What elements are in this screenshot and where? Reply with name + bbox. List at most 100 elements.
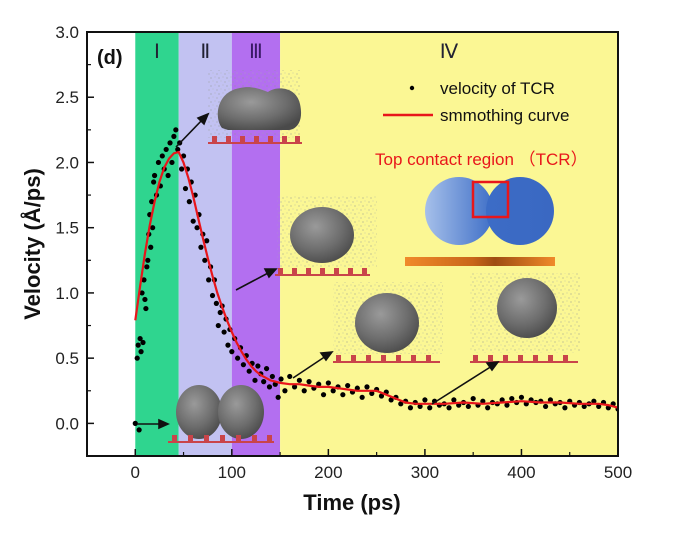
data-point [206, 277, 212, 283]
data-point [215, 322, 221, 329]
data-point [159, 153, 165, 159]
arrow-to-iv-a-inset [292, 355, 327, 379]
data-point [325, 380, 331, 386]
x-tick-label: 400 [507, 463, 535, 482]
data-point [136, 427, 142, 433]
data-point [186, 199, 192, 205]
data-point [132, 420, 138, 426]
data-point [499, 397, 505, 403]
data-point [291, 384, 298, 390]
data-point [194, 225, 200, 231]
smoothing-curve-line [134, 150, 618, 409]
data-point [359, 394, 365, 400]
data-point [221, 329, 227, 335]
data-point [562, 405, 568, 411]
arrow-to-region-iii-inset [235, 271, 271, 291]
inset-region-iv-a-image [333, 282, 443, 363]
data-point [190, 218, 196, 224]
data-point [137, 335, 143, 342]
data-point [422, 397, 428, 403]
data-point [138, 349, 144, 355]
x-tick-label: 100 [218, 463, 246, 482]
data-point [407, 405, 414, 411]
data-point [134, 355, 140, 361]
y-tick-label: 2.5 [55, 88, 79, 107]
data-point [509, 395, 515, 402]
data-point [296, 377, 302, 383]
x-axis-title: Time (ps) [303, 490, 400, 515]
data-point [470, 395, 476, 402]
data-point [278, 376, 284, 382]
y-tick-label: 1.0 [55, 284, 79, 303]
tcr-schematic [405, 177, 555, 266]
region-label-2: Ⅱ [200, 41, 210, 63]
data-point [591, 398, 597, 404]
left-sphere-shape [425, 177, 493, 245]
region-label-4: Ⅳ [440, 41, 459, 63]
data-point [171, 133, 177, 139]
data-point [547, 397, 554, 403]
y-tick-label: 0.0 [55, 414, 79, 433]
data-point [306, 379, 312, 385]
inset-peak-image [208, 70, 302, 144]
data-point [330, 388, 336, 394]
x-tick-label: 0 [131, 463, 140, 482]
data-point [169, 159, 175, 166]
y-tick-label: 3.0 [55, 23, 79, 42]
data-point [345, 382, 351, 389]
inset-region-iii-image [275, 195, 377, 276]
region-label-3: Ⅲ [249, 41, 263, 63]
data-point [204, 238, 210, 244]
inset-initial-image [168, 385, 274, 443]
data-point [182, 185, 189, 192]
arrow-to-iv-b-inset [431, 365, 493, 405]
arrow-head [263, 268, 278, 279]
data-point [140, 339, 146, 346]
data-point [148, 244, 154, 250]
data-point [378, 393, 385, 399]
region-band-1 [135, 32, 179, 456]
arrow-head [158, 418, 170, 430]
substrate-bar-shape [405, 257, 555, 266]
data-point [145, 257, 151, 263]
data-point [417, 403, 423, 410]
data-point [364, 384, 370, 390]
data-point [340, 392, 346, 398]
data-point [263, 365, 270, 372]
data-point [202, 257, 208, 263]
data-point [151, 179, 157, 185]
data-point [246, 368, 252, 374]
data-point [287, 373, 293, 380]
data-point [213, 300, 219, 306]
data-point [388, 397, 394, 403]
right-sphere-shape [486, 177, 554, 245]
annotation-arrows [137, 112, 500, 430]
data-point [369, 390, 375, 396]
data-point [427, 405, 433, 411]
data-point [173, 127, 179, 133]
data-point [141, 277, 147, 283]
data-point [165, 172, 171, 179]
data-point [596, 403, 602, 410]
legend-dot-marker [409, 85, 415, 91]
plot-frame [86, 31, 619, 457]
data-point [485, 405, 491, 411]
data-point [139, 290, 145, 296]
tcr-annotation: Top contact region （TCR） [375, 150, 588, 169]
legend-label-velocity: velocity of TCR [440, 79, 555, 98]
data-point [175, 146, 181, 153]
y-tick-label: 2.0 [55, 153, 79, 172]
data-point [225, 342, 231, 348]
data-point [252, 377, 258, 383]
data-point [179, 166, 185, 172]
data-point [167, 140, 173, 146]
data-point [542, 403, 549, 410]
region-label-1: Ⅰ [154, 41, 160, 63]
data-point [255, 363, 261, 369]
data-point [235, 355, 241, 361]
series-layer [132, 127, 618, 433]
tcr-box-shape [471, 180, 510, 219]
y-tick-label: 1.5 [55, 219, 79, 238]
data-point [143, 305, 149, 312]
